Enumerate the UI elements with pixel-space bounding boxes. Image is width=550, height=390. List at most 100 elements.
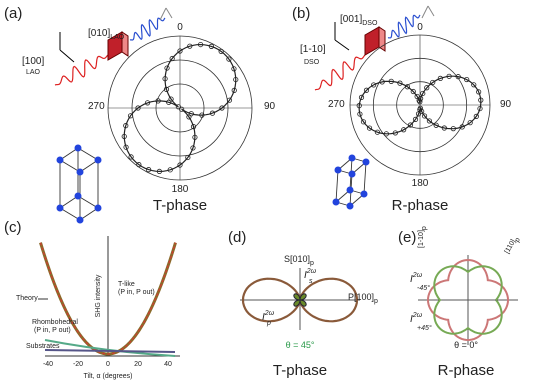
curve-label: Rhombohedral [32, 319, 78, 326]
unit-cell-edge [363, 161, 367, 195]
data-point [371, 82, 377, 88]
atom [362, 158, 370, 166]
fit-curve [426, 258, 509, 342]
data-point [156, 168, 162, 175]
angle: 270 [88, 101, 105, 112]
intensity-label: +45° [417, 324, 432, 332]
x-axis-label: Tilt, α (degrees) [84, 373, 133, 380]
data-curve [44, 349, 176, 353]
laser-wave [314, 54, 366, 91]
data-point [128, 154, 134, 160]
data-point [388, 78, 394, 84]
layout [38, 5, 518, 357]
curve-label: Substrates [26, 343, 60, 350]
data-point [417, 99, 423, 105]
x-tick-label: -40 [43, 361, 53, 368]
angle: 180 [172, 184, 189, 195]
theta-label: θ = 45° [286, 340, 315, 350]
unit-cell-edge [79, 207, 99, 221]
angle: 90 [264, 101, 276, 112]
data-point [433, 122, 439, 128]
data-point [379, 79, 385, 85]
laser-wave [54, 54, 109, 86]
data-point [383, 131, 389, 137]
data-point [360, 119, 367, 125]
data-point [424, 85, 430, 91]
analyzer-arrow [421, 5, 435, 19]
data-point [190, 124, 197, 130]
unit-cell-edge [59, 147, 79, 161]
data-point [177, 162, 183, 168]
panel-label: (d) [228, 229, 246, 246]
data-point [410, 88, 416, 95]
atom [76, 216, 84, 224]
data-point [459, 124, 465, 130]
intensity-label: p [266, 320, 271, 327]
panel-label: (e) [398, 229, 416, 246]
fit-curve [241, 277, 359, 323]
data-point [123, 144, 129, 150]
atom [76, 168, 84, 176]
data-point [397, 80, 403, 86]
data-point [127, 113, 134, 119]
data-point [471, 82, 477, 88]
data-point [226, 97, 233, 103]
data-point [363, 87, 370, 93]
phase-label: R-phase [392, 197, 449, 214]
fit-curve [123, 43, 237, 173]
y-axis-label: SHG intensity [95, 274, 102, 317]
intensity-label: I2ω [410, 272, 423, 285]
atom [94, 156, 102, 164]
data-point [420, 90, 426, 97]
theory-curve [40, 242, 176, 355]
data-point [190, 145, 196, 151]
data-point [167, 167, 173, 173]
data-point [136, 162, 142, 168]
atom [56, 204, 64, 212]
data-point [357, 111, 363, 117]
data-point [477, 105, 483, 112]
angle: 0 [417, 22, 423, 33]
data-point [441, 125, 447, 131]
axis-label: DSO [304, 59, 320, 66]
phase-label: T-phase [153, 197, 207, 214]
data-point [231, 87, 237, 93]
phase-label: T-phase [273, 362, 327, 379]
atom [74, 192, 82, 200]
data-point [455, 74, 461, 80]
data-point [478, 97, 484, 103]
unit-cell-edge [59, 195, 79, 209]
angle: 90 [500, 99, 512, 110]
data-point [233, 76, 239, 83]
fit-curve [433, 265, 503, 335]
atom [348, 170, 356, 178]
phase-label: R-phase [438, 362, 495, 379]
intensity-label: I2ω [410, 312, 423, 325]
x-tick-label: 0 [106, 361, 110, 368]
axis-label: [001]DSO [340, 14, 378, 27]
intensity-label: -45° [417, 284, 430, 292]
unit-cell-edge [59, 207, 81, 221]
data-point [164, 65, 170, 71]
data-point [418, 95, 424, 102]
data-point [186, 114, 192, 120]
curve-label: (P in, P out) [118, 289, 155, 296]
data-point [226, 56, 232, 62]
atom [74, 144, 82, 152]
intensity-label: I2ω [304, 268, 317, 281]
data-point [163, 86, 170, 92]
atom [348, 154, 356, 162]
crystal [364, 26, 380, 56]
data-point [185, 154, 191, 161]
crystal [121, 31, 129, 57]
x-tick-label: -20 [73, 361, 83, 368]
data-point [192, 134, 198, 140]
axis-arrow [334, 22, 350, 51]
intensity-label: I2ω [262, 310, 275, 323]
curve-label: (P in, P out) [34, 327, 71, 334]
axis-label: [1-10] [300, 44, 326, 55]
axis-arrow [59, 32, 75, 63]
data-point [121, 133, 127, 140]
data-point [476, 89, 482, 95]
